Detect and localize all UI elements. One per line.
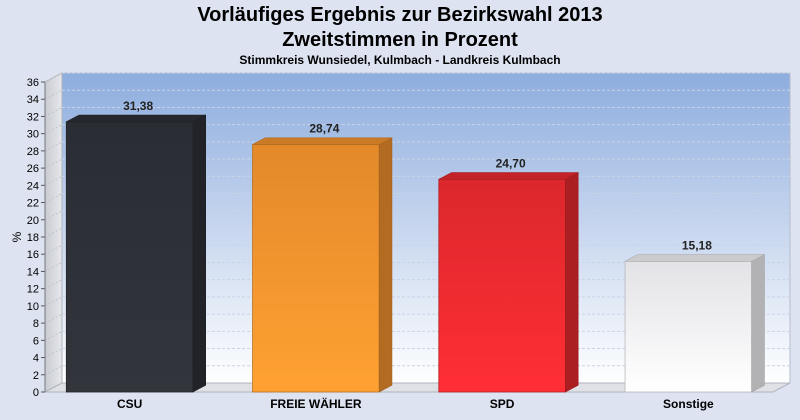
- y-tick-label: 30: [27, 129, 39, 141]
- gridline-side: [44, 313, 63, 324]
- data-label: 24,70: [496, 156, 526, 170]
- bar-side: [751, 254, 765, 393]
- gridline-side: [44, 89, 63, 100]
- data-label: 28,74: [309, 122, 339, 136]
- y-tick-label: 6: [33, 335, 39, 347]
- y-tick-label: 12: [27, 284, 39, 296]
- gridline-side: [44, 227, 63, 238]
- gridline-side: [44, 124, 63, 135]
- y-tick-label: 14: [27, 266, 39, 278]
- x-tick-label: FREIE WÄHLER: [270, 396, 362, 411]
- y-tick-label: 0: [33, 387, 39, 399]
- bar-spd: [438, 172, 579, 393]
- gridline-side: [44, 348, 63, 358]
- gridline-side: [44, 175, 63, 186]
- chart-subtitle: Stimmkreis Wunsiedel, Kulmbach - Landkre…: [239, 53, 561, 67]
- x-tick-label: Sonstige: [663, 397, 714, 411]
- bar-freie-wähler: [252, 137, 393, 393]
- chart-title-line2: Zweitstimmen in Prozent: [282, 29, 518, 51]
- gridline-side: [44, 158, 63, 169]
- gridline-side: [44, 141, 63, 152]
- x-tick-label: SPD: [490, 397, 515, 411]
- bar-front: [624, 260, 753, 393]
- bar-top: [252, 137, 393, 145]
- gridline-side: [44, 210, 63, 221]
- gridline-side: [44, 72, 63, 83]
- y-tick-label: 16: [27, 249, 39, 261]
- bar-side: [192, 114, 206, 393]
- bar-top: [624, 254, 765, 262]
- y-tick-label: 8: [33, 318, 39, 330]
- y-tick-label: 28: [27, 146, 39, 158]
- gridline-side: [44, 296, 63, 307]
- bar-front: [65, 121, 194, 393]
- y-tick-label: 18: [27, 232, 39, 244]
- y-tick-label: 34: [27, 94, 39, 106]
- bar-sonstige: [624, 254, 765, 393]
- gridline-side: [44, 330, 63, 341]
- data-label: 15,18: [682, 238, 712, 252]
- x-tick-label: CSU: [117, 397, 142, 411]
- gridline-side: [44, 365, 63, 376]
- data-label: 31,38: [123, 99, 153, 113]
- gridline-side: [44, 262, 63, 272]
- y-tick-label: 32: [27, 111, 39, 123]
- gridline-side: [44, 107, 63, 117]
- y-tick-label: 2: [33, 370, 39, 382]
- y-tick-label: 36: [27, 77, 39, 89]
- y-tick-label: 24: [27, 180, 39, 192]
- bar-front: [252, 144, 380, 393]
- bar-top: [66, 114, 206, 123]
- bar-side: [565, 172, 579, 393]
- bar-csu: [65, 114, 206, 393]
- y-tick-label: 20: [27, 215, 39, 227]
- y-tick-label: 10: [27, 301, 39, 313]
- y-tick-label: 22: [27, 198, 39, 210]
- gridline-side: [44, 193, 63, 203]
- y-axis-label: %: [10, 231, 24, 242]
- bar-front: [438, 178, 566, 393]
- chart-title: Vorläufiges Ergebnis zur Bezirkswahl 201…: [197, 4, 603, 26]
- gridline-side: [44, 244, 63, 255]
- y-tick-label: 26: [27, 163, 39, 175]
- bar-side: [378, 137, 393, 393]
- bar-top: [438, 172, 579, 180]
- y-tick-label: 4: [33, 353, 39, 365]
- gridline-side: [44, 279, 63, 290]
